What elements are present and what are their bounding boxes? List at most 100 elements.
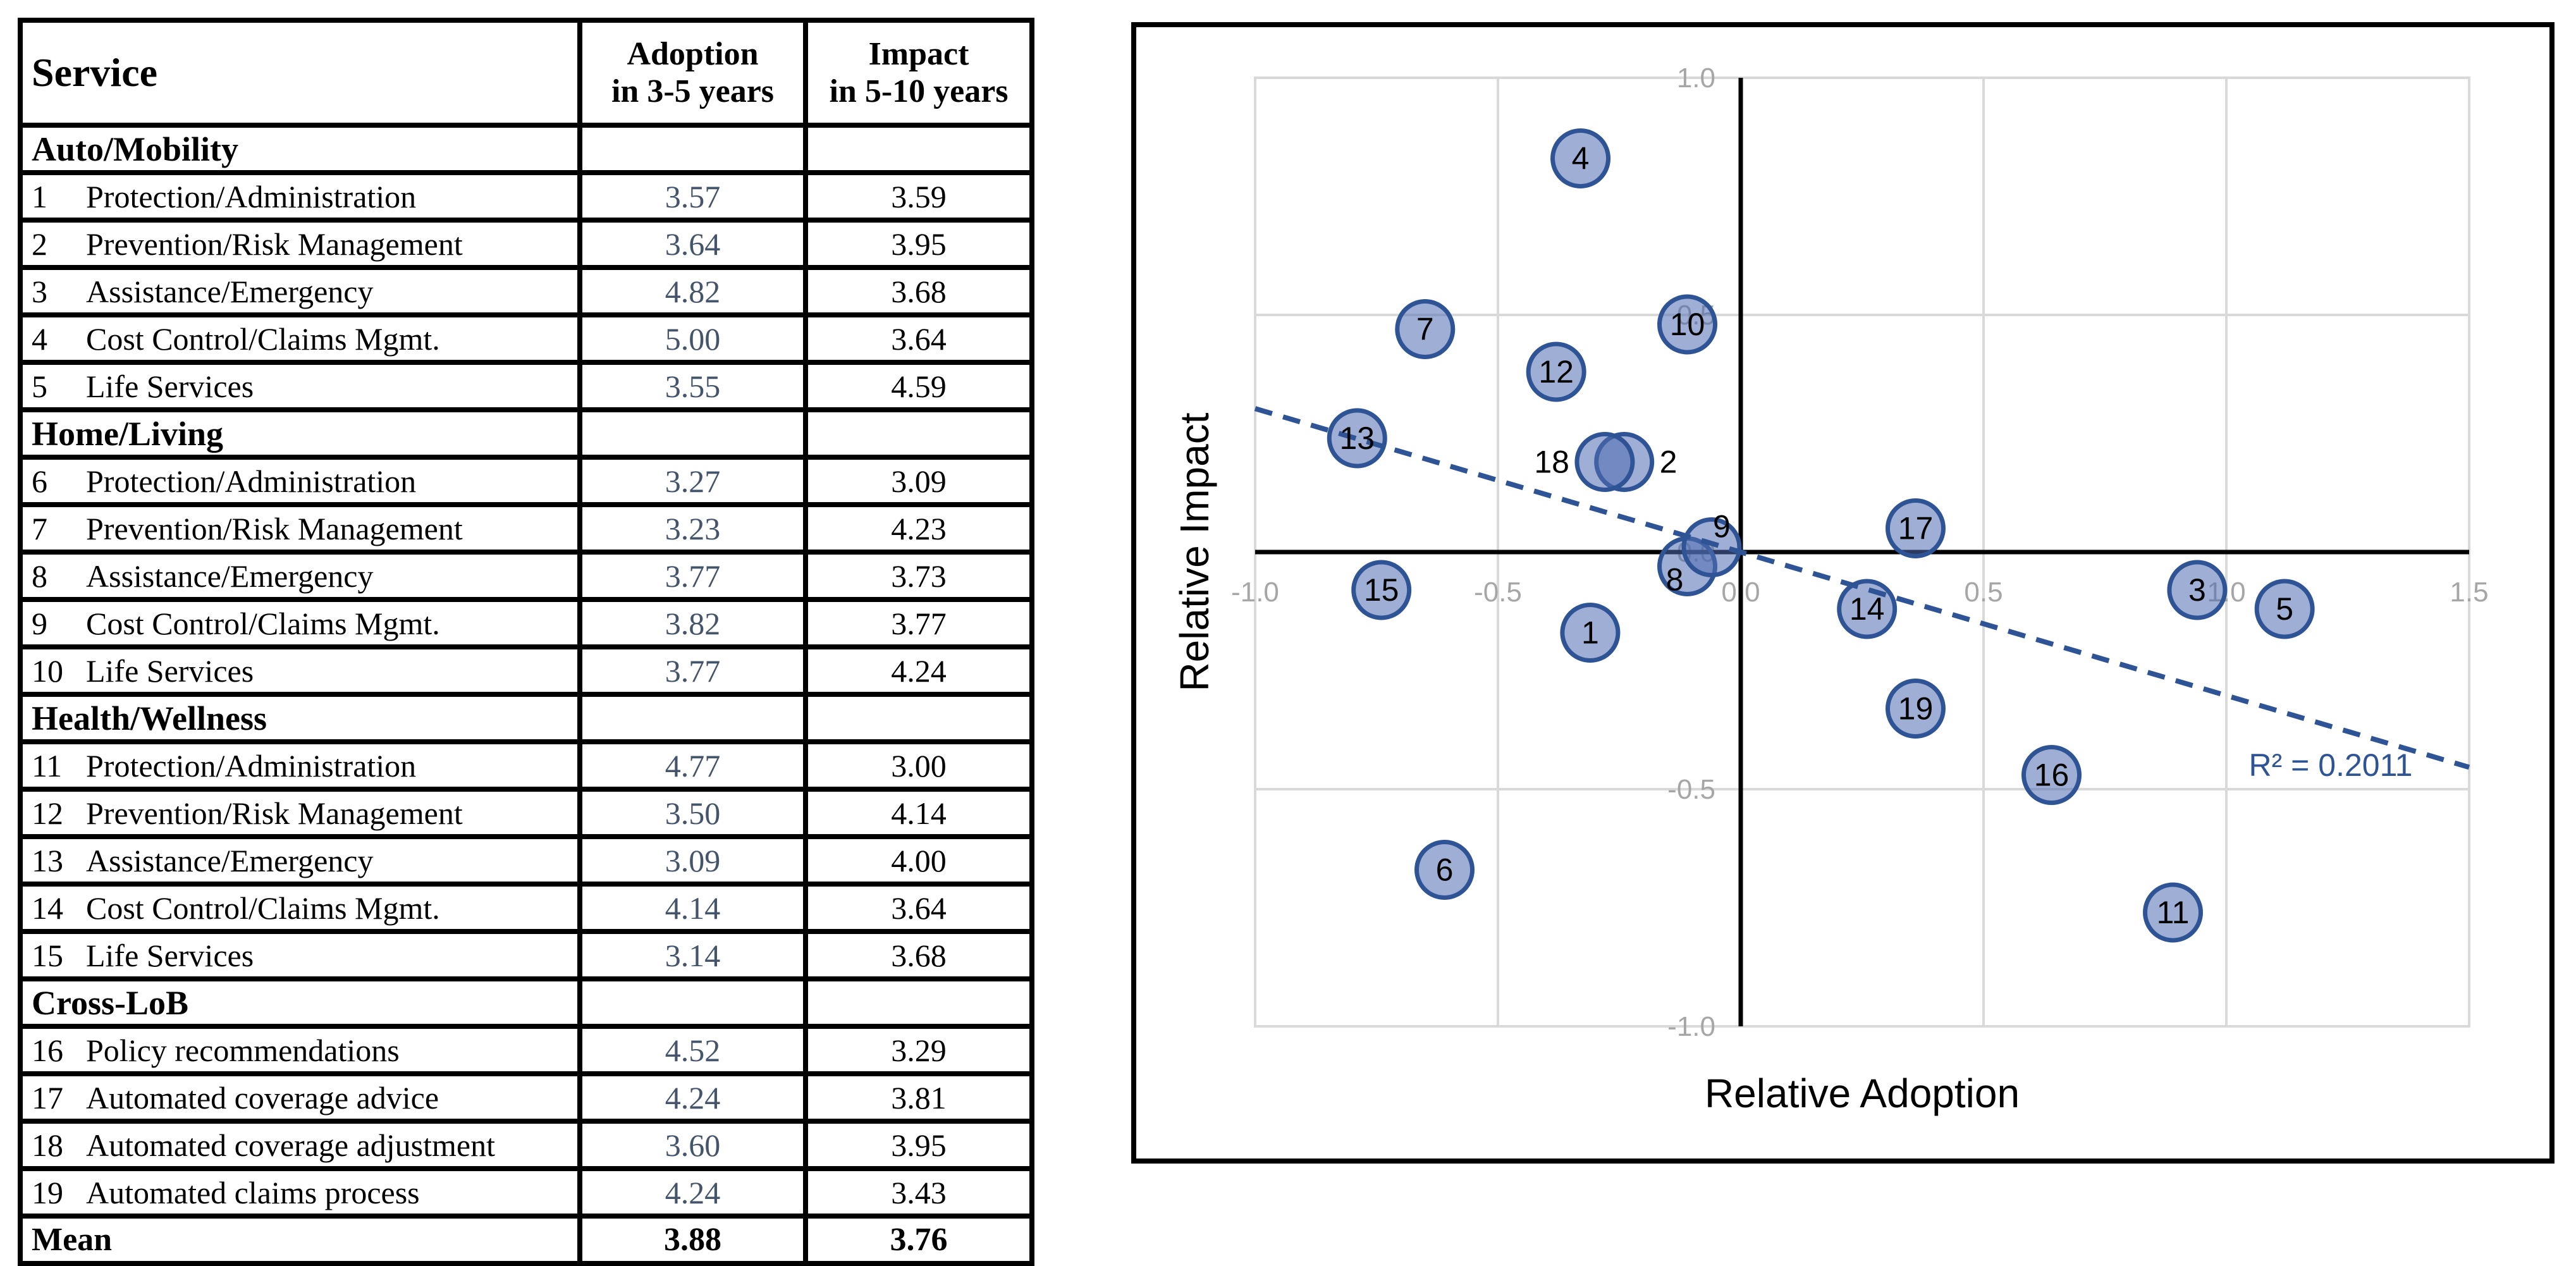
- table-row: 6 Protection/Administration 3.27 3.09: [18, 455, 1034, 507]
- service-cell: 2 Prevention/Risk Management: [18, 218, 582, 270]
- service-number: 14: [32, 890, 63, 926]
- bubble-6: [1414, 840, 1475, 900]
- bubble-label-17: 17: [1898, 511, 1934, 546]
- col-header-impact: Impact in 5-10 years: [803, 18, 1034, 128]
- adoption-value-cell: 5.00: [577, 312, 808, 365]
- table-row: 10 Life Services 3.77 4.24: [18, 644, 1034, 697]
- impact-value-cell: 3.09: [803, 455, 1034, 507]
- impact-value-cell: 4.23: [803, 502, 1034, 555]
- table-row: 19 Automated claims process 4.24 3.43: [18, 1166, 1034, 1219]
- service-name: Prevention/Risk Management: [86, 226, 463, 262]
- bubbles-layer: [1327, 128, 2315, 943]
- service-name: Assistance/Emergency: [86, 558, 374, 594]
- x-tick-label: 0.5: [1964, 577, 2003, 608]
- service-name: Prevention/Risk Management: [86, 510, 463, 546]
- service-cell: 3 Assistance/Emergency: [18, 265, 582, 317]
- bubble-3: [2167, 560, 2228, 620]
- impact-value-cell: 4.59: [803, 360, 1034, 412]
- bubble-16: [2021, 745, 2082, 805]
- bubble-label-7: 7: [1416, 312, 1434, 347]
- bubble-17: [1885, 498, 1946, 558]
- service-cell: 15 Life Services: [18, 929, 582, 981]
- service-cell: 12 Prevention/Risk Management: [18, 787, 582, 839]
- impact-value-cell: 4.00: [803, 834, 1034, 887]
- figure-page: { "table": { "header": { "service": "Ser…: [18, 18, 2555, 1266]
- service-name: Protection/Administration: [86, 747, 417, 784]
- table-row: 8 Assistance/Emergency 3.77 3.73: [18, 550, 1034, 602]
- adoption-value-cell: 4.14: [577, 882, 808, 934]
- bubble-15: [1351, 560, 1412, 620]
- section-name-cell: Home/Living: [18, 407, 582, 460]
- service-number: 9: [32, 605, 47, 641]
- table-row: 17 Automated coverage advice 4.24 3.81: [18, 1071, 1034, 1124]
- bubble-label-2: 2: [1660, 445, 1677, 480]
- service-name: Policy recommendations: [86, 1032, 400, 1068]
- impact-value-cell: 3.64: [803, 312, 1034, 365]
- service-number: 4: [32, 321, 47, 357]
- service-cell: 6 Protection/Administration: [18, 455, 582, 507]
- adoption-value-cell: 3.82: [577, 597, 808, 649]
- service-cell: 18 Automated coverage adjustment: [18, 1119, 582, 1171]
- bubble-label-5: 5: [2276, 591, 2293, 627]
- adoption-value-cell: 3.23: [577, 502, 808, 555]
- services-table: Service Adoption in 3-5 years Impact in …: [18, 18, 1034, 1266]
- service-number: 13: [32, 842, 63, 878]
- bubble-label-4: 4: [1572, 141, 1590, 176]
- col-header-impact-line2: in 5-10 years: [829, 73, 1009, 109]
- bubble-label-19: 19: [1898, 691, 1934, 727]
- service-name: Automated claims process: [86, 1174, 420, 1210]
- bubble-label-10: 10: [1670, 307, 1705, 342]
- bubble-label-3: 3: [2188, 572, 2206, 608]
- trendline-dashed: [1254, 406, 2470, 770]
- impact-value-cell: 4.24: [803, 644, 1034, 697]
- bubble-1: [1560, 603, 1621, 663]
- bubble-label-8: 8: [1666, 562, 1684, 598]
- service-name: Automated coverage advice: [86, 1079, 439, 1115]
- service-cell: 7 Prevention/Risk Management: [18, 502, 582, 555]
- service-number: 16: [32, 1032, 63, 1068]
- section-row: Home/Living: [18, 407, 1034, 460]
- adoption-value-cell: 3.09: [577, 834, 808, 887]
- table-row: 9 Cost Control/Claims Mgmt. 3.82 3.77: [18, 597, 1034, 649]
- x-tick-label: -1.0: [1231, 577, 1279, 608]
- service-cell: 19 Automated claims process: [18, 1166, 582, 1219]
- bubble-9: [1681, 517, 1742, 577]
- service-name: Cost Control/Claims Mgmt.: [86, 890, 440, 926]
- service-cell: 9 Cost Control/Claims Mgmt.: [18, 597, 582, 649]
- impact-value-cell: 3.43: [803, 1166, 1034, 1219]
- service-number: 17: [32, 1079, 63, 1115]
- impact-value-cell: 3.68: [803, 265, 1034, 317]
- bubble-label-6: 6: [1436, 852, 1454, 888]
- adoption-value-cell: 3.50: [577, 787, 808, 839]
- col-header-adoption: Adoption in 3-5 years: [577, 18, 808, 128]
- table-row: 13 Assistance/Emergency 3.09 4.00: [18, 834, 1034, 887]
- x-axis-title: Relative Adoption: [1705, 1071, 2020, 1116]
- bubble-11: [2143, 882, 2204, 943]
- bubble-10: [1657, 294, 1718, 355]
- table-row: 14 Cost Control/Claims Mgmt. 4.14 3.64: [18, 882, 1034, 934]
- service-cell: 17 Automated coverage advice: [18, 1071, 582, 1124]
- bubble-label-12: 12: [1538, 354, 1574, 390]
- r-squared-label: R² = 0.2011: [2249, 747, 2413, 783]
- adoption-value-cell: 3.57: [577, 170, 808, 223]
- table-row: 1 Protection/Administration 3.57 3.59: [18, 170, 1034, 223]
- service-number: 6: [32, 463, 47, 499]
- mean-row: Mean 3.88 3.76: [18, 1214, 1034, 1266]
- table-row: 11 Protection/Administration 4.77 3.00: [18, 739, 1034, 792]
- service-cell: 11 Protection/Administration: [18, 739, 582, 792]
- service-number: 3: [32, 273, 47, 309]
- service-number: 7: [32, 510, 47, 546]
- bubble-18: [1574, 432, 1635, 492]
- service-number: 8: [32, 558, 47, 594]
- col-header-adoption-line1: Adoption: [627, 36, 759, 72]
- service-number: 2: [32, 226, 47, 262]
- mean-adoption-cell: 3.88: [577, 1214, 808, 1266]
- col-header-adoption-line2: in 3-5 years: [611, 73, 775, 109]
- table-row: 4 Cost Control/Claims Mgmt. 5.00 3.64: [18, 312, 1034, 365]
- service-number: 12: [32, 795, 63, 831]
- table-header-row: Service Adoption in 3-5 years Impact in …: [18, 18, 1034, 128]
- section-row: Auto/Mobility: [18, 123, 1034, 175]
- service-number: 15: [32, 937, 63, 973]
- adoption-value-cell: 3.27: [577, 455, 808, 507]
- service-name: Protection/Administration: [86, 463, 417, 499]
